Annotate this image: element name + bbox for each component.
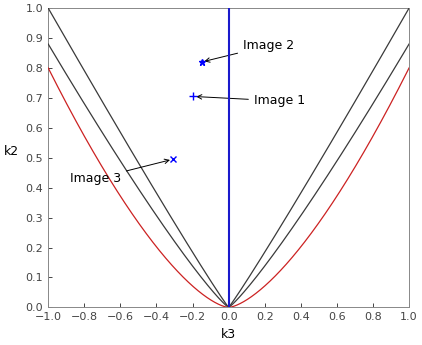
Text: Image 1: Image 1 [197, 95, 305, 107]
Text: Image 2: Image 2 [206, 39, 294, 62]
X-axis label: k3: k3 [221, 328, 236, 341]
Text: Image 3: Image 3 [70, 159, 169, 185]
Y-axis label: k2: k2 [4, 145, 19, 158]
